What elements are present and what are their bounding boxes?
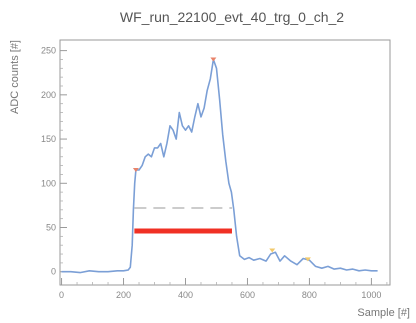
y-tick-label: 250	[41, 46, 56, 56]
x-tick-label: 400	[178, 290, 193, 300]
y-tick-label: 200	[41, 90, 56, 100]
x-axis-label: Sample [#]	[357, 307, 410, 319]
threshold-lines	[134, 207, 232, 234]
x-tick-label: 600	[240, 290, 255, 300]
y-tick-label: 100	[41, 178, 56, 188]
y-tick-label: 50	[46, 223, 56, 233]
peak-marker	[132, 168, 139, 173]
x-tick-label: 200	[116, 290, 131, 300]
y-axis-label: ADC counts [#]	[9, 40, 21, 114]
peak-marker	[210, 57, 217, 62]
waveform-line	[61, 58, 378, 274]
y-axis: 0 50 100 150 200 250	[41, 46, 67, 277]
x-tick-label: 1000	[361, 290, 381, 300]
series-group	[61, 58, 378, 274]
chart-title: WF_run_22100_evt_40_trg_0_ch_2	[120, 9, 344, 25]
plot-area: 0 50 100 150 200 250 0 200 400 600 800 1000	[41, 39, 391, 300]
peak-marker	[269, 248, 276, 253]
y-tick-label: 0	[51, 267, 56, 277]
plot-frame	[59, 39, 391, 286]
peak-markers	[132, 57, 311, 262]
x-tick-label: 800	[302, 290, 317, 300]
y-tick-label: 150	[41, 134, 56, 144]
x-axis: 0 200 400 600 800 1000	[59, 278, 388, 300]
x-tick-label: 0	[59, 290, 64, 300]
peak-marker	[304, 257, 311, 262]
